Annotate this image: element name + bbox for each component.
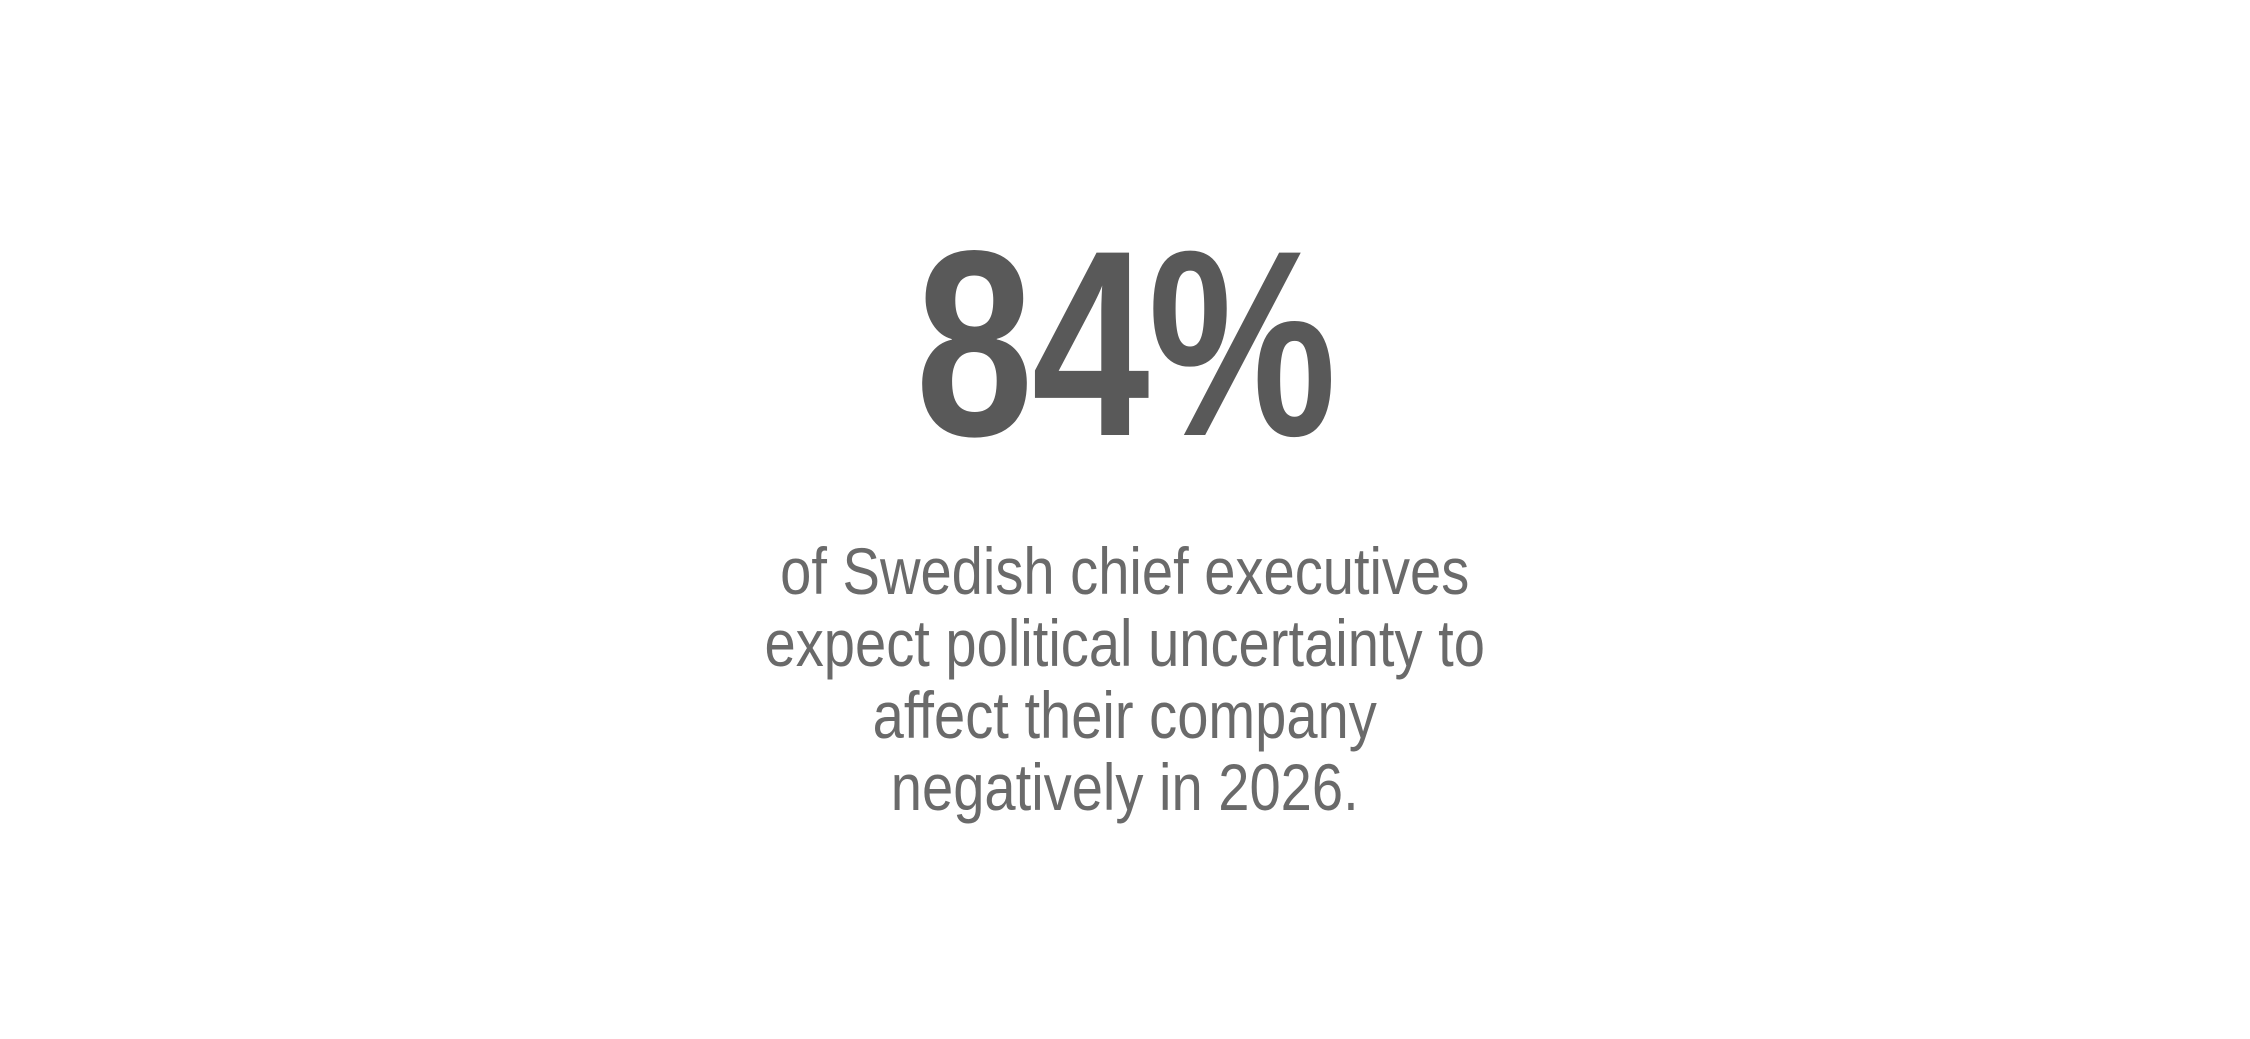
stat-description-line: affect their company: [872, 678, 1378, 752]
stat-value: 84%: [915, 196, 1336, 492]
stat-description: of Swedish chief executives expect polit…: [765, 535, 1485, 823]
stat-description-line: of Swedish chief executives: [780, 534, 1470, 608]
stat-description-line: expect political uncertainty to: [764, 606, 1486, 680]
stat-description-line: negatively in 2026.: [891, 750, 1359, 824]
stat-card: 84% of Swedish chief executives expect p…: [701, 0, 1548, 824]
